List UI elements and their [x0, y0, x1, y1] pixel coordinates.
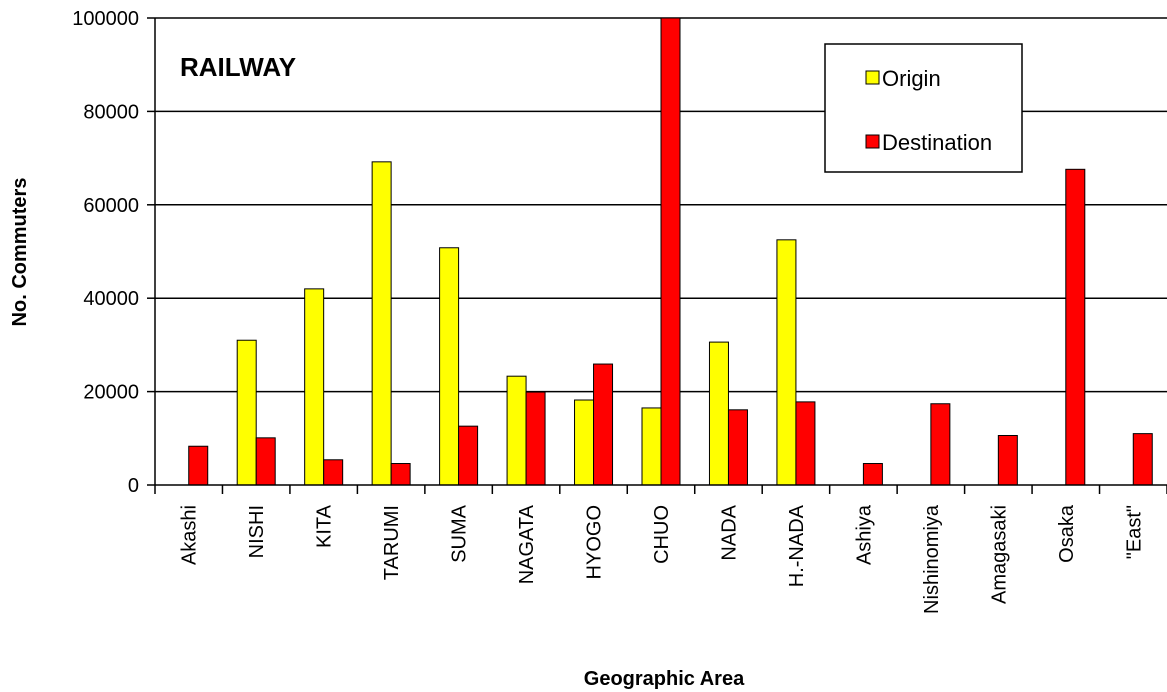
bar-origin-2 [304, 288, 325, 486]
bar-origin-9 [776, 239, 797, 486]
y-tick-label: 0 [128, 475, 139, 497]
x-axis-title: Geographic Area [584, 668, 745, 690]
bar-destination-8 [727, 409, 748, 486]
bar-destination-7 [660, 17, 681, 486]
axes [147, 17, 1167, 494]
bar-origin-3 [371, 161, 392, 486]
x-tick-label: Nishinomiya [921, 504, 943, 614]
bar-destination-14 [1132, 433, 1153, 486]
bar-destination-9 [795, 401, 816, 486]
x-tick-label: "East" [1123, 505, 1145, 559]
bar-origin-8 [708, 341, 729, 486]
x-tick-label: Osaka [1056, 504, 1078, 563]
bar-destination-4 [458, 425, 479, 486]
bar-destination-0 [188, 445, 209, 486]
x-tick-label: TARUMI [381, 505, 403, 580]
chart-title: RAILWAY [180, 52, 296, 82]
bar-origin-1 [236, 339, 257, 486]
x-tick-label: SUMA [449, 504, 471, 562]
y-axis-title: No. Commuters [9, 178, 31, 327]
x-tick-label: NAGATA [516, 504, 538, 584]
y-tick-label: 80000 [83, 101, 139, 123]
y-tick-label: 100000 [72, 8, 139, 30]
bar-destination-10 [862, 463, 883, 486]
bar-destination-12 [997, 434, 1018, 486]
bar-destination-5 [525, 391, 546, 486]
bar-destination-1 [255, 437, 276, 486]
bar-origin-5 [506, 375, 527, 486]
x-tick-label: Ashiya [853, 504, 875, 565]
legend-box [824, 43, 1023, 173]
legend-label-destination: Destination [882, 130, 992, 155]
bar-origin-4 [439, 247, 460, 486]
bar-destination-2 [323, 459, 344, 486]
bar-destination-6 [593, 363, 614, 486]
x-tick-label: NISHI [246, 505, 268, 558]
x-tick-label: CHUO [651, 505, 673, 564]
x-tick-label: KITA [314, 504, 336, 548]
bar-origin-7 [641, 407, 662, 486]
x-tick-label: Akashi [179, 505, 201, 565]
y-tick-label: 20000 [83, 382, 139, 404]
y-tick-label: 60000 [83, 195, 139, 217]
bar-destination-13 [1065, 168, 1086, 486]
legend-swatch-origin [865, 70, 880, 85]
bar-destination-3 [390, 463, 411, 486]
x-tick-label: H.-NADA [786, 504, 808, 587]
x-tick-label: Amagasaki [988, 505, 1010, 604]
bar-destination-11 [930, 403, 951, 486]
bar-origin-6 [574, 399, 595, 486]
x-tick-label: HYOGO [584, 505, 606, 579]
legend-swatch-destination [865, 134, 880, 149]
x-tick-label: NADA [718, 504, 740, 560]
y-tick-labels: 0 20000 40000 60000 80000 100000 [72, 8, 139, 497]
legend-label-origin: Origin [882, 66, 941, 91]
y-tick-label: 40000 [83, 288, 139, 310]
x-tick-labels: Akashi NISHI KITA TARUMI SUMA NAGATA HYOGO CHUO… [179, 504, 1146, 614]
legend: Origin Destination [824, 43, 1023, 173]
